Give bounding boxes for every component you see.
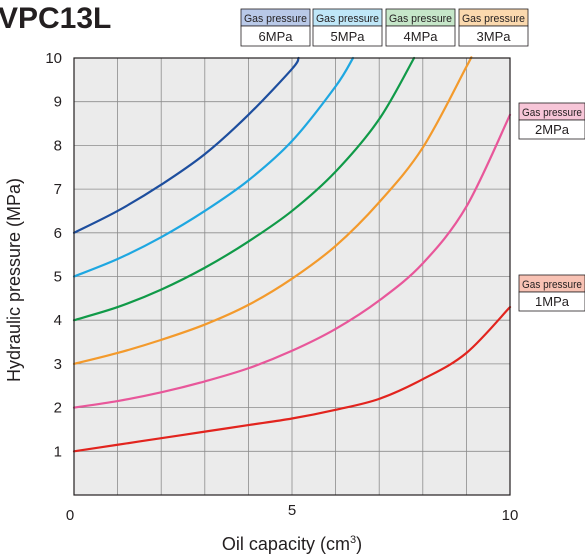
x-tick-labels: 0 5 10 [66,502,519,524]
legend-value: 3MPa [477,29,512,44]
series-line-1mpa [72,305,512,453]
chart-title: VPC13L [0,2,111,35]
x-tick-label: 10 [502,507,519,524]
series-line-6mpa [72,56,300,234]
series-line-3mpa [72,56,473,365]
legend-value: 4MPa [404,29,439,44]
legend-value-box [518,291,585,312]
legend-label: Gas pressure [389,13,452,25]
legend-value-box [458,25,529,47]
legend-value: 5MPa [331,29,366,44]
x-axis-label-close: ) [356,534,362,554]
y-tick-label: 4 [54,312,62,329]
y-tick-label: 2 [54,400,62,417]
legend-value-box [385,25,456,47]
x-axis-label-text: Oil capacity (cm [222,534,350,554]
legend-value: 2MPa [535,122,570,137]
legend-item-1mpa: Gas pressure 1MPa [518,274,585,312]
y-tick-label: 1 [54,443,62,460]
legend-label: Gas pressure [244,13,307,25]
legend-item-5mpa: Gas pressure 5MPa [312,8,383,47]
series-line-4mpa [72,56,416,322]
x-tick-label: 5 [288,502,296,519]
legend-item-2mpa: Gas pressure 2MPa [518,102,585,140]
y-tick-label: 7 [54,181,62,198]
series-lines [72,56,512,453]
x-tick-label: 0 [66,507,74,524]
grid [74,58,510,495]
y-tick-label: 3 [54,356,62,373]
x-axis-label: Oil capacity (cm3) [222,534,362,554]
legend-item-6mpa: Gas pressure 6MPa [240,8,311,47]
series-line-5mpa [72,56,355,278]
series-line-2mpa [72,113,512,409]
legend-value-box [240,25,311,47]
y-tick-label: 10 [45,50,62,67]
y-tick-label: 6 [54,225,62,242]
x-axis-label-superscript: 3 [350,534,356,546]
legend-value: 6MPa [259,29,294,44]
y-tick-labels: 1 2 3 4 5 6 7 8 9 10 [45,50,62,460]
legend-value-box [518,119,585,140]
legend-label: Gas pressure [522,107,582,119]
legend-value: 1MPa [535,294,570,309]
legend-label: Gas pressure [462,13,525,25]
legend-item-3mpa: Gas pressure 3MPa [458,8,529,47]
legend-value-box [312,25,383,47]
legend-label: Gas pressure [522,279,582,291]
legend-item-4mpa: Gas pressure 4MPa [385,8,456,47]
y-tick-label: 8 [54,137,62,154]
y-tick-label: 9 [54,94,62,111]
legend-label: Gas pressure [316,13,379,25]
y-tick-label: 5 [54,269,62,286]
plot-border [73,57,511,496]
y-axis-label: Hydraulic pressure (MPa) [4,178,24,382]
